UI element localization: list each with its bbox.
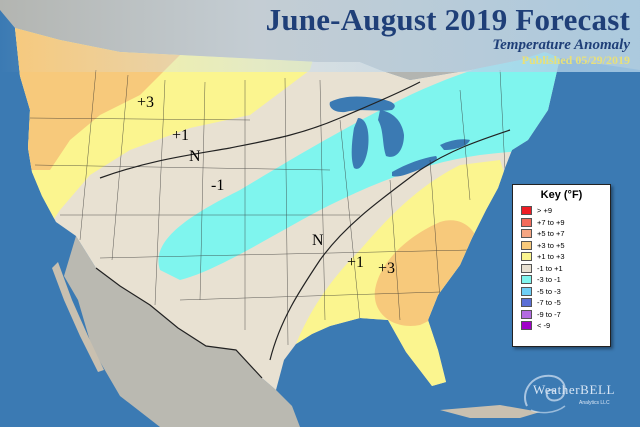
legend-label: > +9: [537, 206, 553, 216]
southern-neutral-line: [269, 129, 511, 361]
page-subtitle: Temperature Anomaly: [492, 37, 630, 53]
anomaly-label-nw-plus3: +3: [137, 94, 155, 111]
mexico-border-line: [95, 267, 263, 379]
contour-lines: [95, 81, 511, 379]
baja-peninsula: [52, 262, 104, 372]
anomaly-label-north-neutral: N: [189, 148, 201, 165]
lake-erie: [392, 156, 437, 177]
legend-swatch: [521, 252, 532, 262]
legend-item: -9 to -7: [521, 309, 610, 321]
legend-swatch: [521, 206, 532, 216]
legend-swatch: [521, 229, 532, 239]
legend-swatch: [521, 217, 532, 227]
lake-ontario: [440, 139, 470, 150]
mexico-land: [64, 236, 300, 427]
legend-title: Key (°F): [540, 189, 583, 201]
legend-label: < -9: [537, 321, 551, 331]
legend-item: -1 to +1: [521, 263, 610, 275]
legend-label: -3 to -1: [537, 275, 561, 285]
legend-item: < -9: [521, 320, 610, 332]
legend-label: +7 to +9: [537, 217, 565, 227]
zone-central-cool: [158, 45, 560, 280]
legend-swatch: [521, 286, 532, 296]
legend-swatch: [521, 321, 532, 331]
legend-item: > +9: [521, 205, 610, 217]
legend-swatch: [521, 240, 532, 250]
logo-wordmark: WeatherBELL: [533, 382, 616, 397]
legend-rows: > +9 +7 to +9 +5 to +7 +3 to +5 +1 to +3 -1 t…: [513, 205, 610, 332]
legend-swatch: [521, 309, 532, 319]
legend-item: -3 to -1: [521, 274, 610, 286]
anomaly-label-central-minus1: -1: [211, 177, 225, 194]
logo-subtext: Analytics LLC: [579, 400, 610, 406]
page-title: June-August 2019 Forecast: [265, 2, 630, 37]
lake-superior: [329, 96, 395, 113]
legend-item: +5 to +7: [521, 228, 610, 240]
legend-item: -5 to -3: [521, 286, 610, 298]
legend-swatch: [521, 298, 532, 308]
legend-label: -5 to -3: [537, 286, 561, 296]
published-date: Published 05/29/2019: [521, 53, 630, 67]
legend-label: -1 to +1: [537, 263, 563, 273]
logo-swirl-icon: [524, 374, 566, 414]
state-borders: [29, 69, 506, 346]
legend-item: +7 to +9: [521, 217, 610, 229]
legend-item: +1 to +3: [521, 251, 610, 263]
weatherbell-logo: WeatherBELL Analytics LLC: [519, 364, 634, 419]
anomaly-label-se-plus3: +3: [378, 260, 396, 277]
great-lakes: [329, 96, 470, 177]
legend-key: Key (°F) > +9 +7 to +9 +5 to +7 +3 to +5 +1 …: [512, 184, 611, 347]
northern-neutral-line: [99, 81, 421, 179]
legend-label: -9 to -7: [537, 309, 561, 319]
legend-label: +3 to +5: [537, 240, 565, 250]
legend-label: -7 to -5: [537, 298, 561, 308]
lake-michigan: [351, 118, 369, 169]
legend-swatch: [521, 275, 532, 285]
legend-label: +1 to +3: [537, 252, 565, 262]
anomaly-label-se-plus1: +1: [347, 254, 365, 271]
lake-huron: [378, 110, 404, 157]
title-banner: [0, 0, 640, 72]
anomaly-label-south-neutral: N: [312, 232, 324, 249]
legend-item: -7 to -5: [521, 297, 610, 309]
legend-swatch: [521, 263, 532, 273]
cuba-land: [440, 405, 540, 418]
legend-label: +5 to +7: [537, 229, 565, 239]
legend-item: +3 to +5: [521, 240, 610, 252]
anomaly-label-north-plus1: +1: [172, 127, 190, 144]
